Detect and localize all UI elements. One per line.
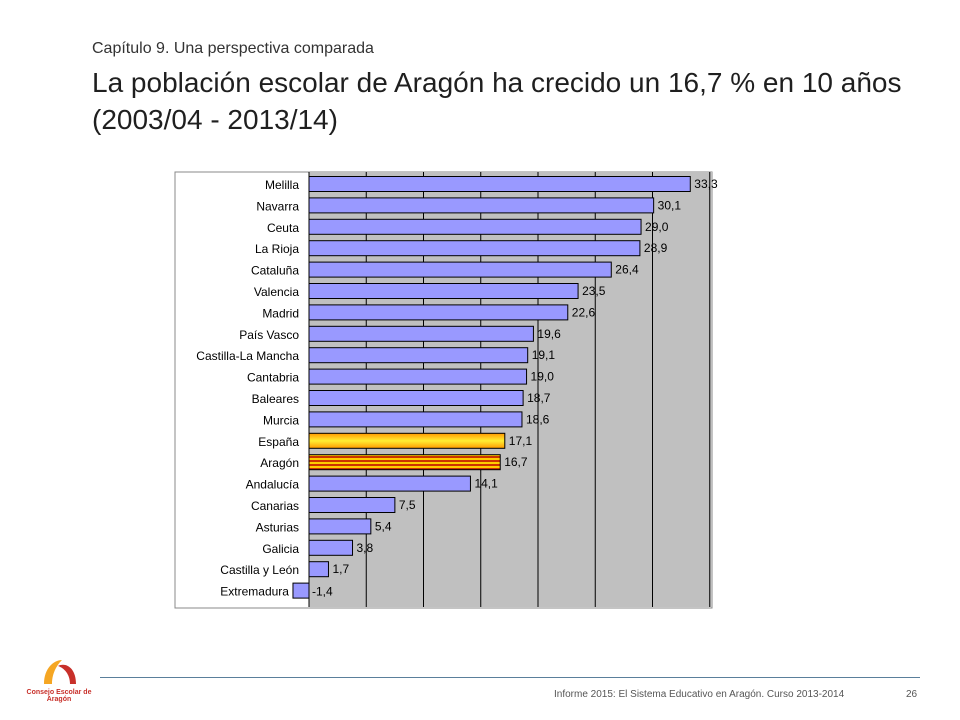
- bar-arag-n: [308, 454, 501, 471]
- category-label: Andalucía: [246, 478, 300, 492]
- category-label: Cantabria: [247, 371, 299, 385]
- category-label: Murcia: [263, 413, 299, 427]
- value-label: 16,7: [504, 455, 528, 469]
- bar-la-rioja: [308, 240, 641, 257]
- value-label: 1,7: [332, 562, 349, 576]
- logo-text: Consejo Escolar de Aragón: [26, 689, 92, 703]
- value-label: 30,1: [658, 198, 682, 212]
- bar-extremadura: [292, 582, 310, 599]
- value-label: 19,1: [532, 348, 556, 362]
- value-label: 7,5: [399, 498, 416, 512]
- category-label: Cataluña: [251, 264, 299, 278]
- category-label: Madrid: [262, 306, 299, 320]
- value-label: 14,1: [474, 477, 498, 491]
- category-label: Melilla: [265, 178, 299, 192]
- value-label: 18,6: [526, 412, 550, 426]
- category-label: Castilla-La Mancha: [196, 349, 299, 363]
- category-label: Extremadura: [220, 585, 289, 599]
- bar-ceuta: [308, 218, 642, 235]
- value-label: 29,0: [645, 220, 669, 234]
- bar-castilla-la-mancha: [308, 347, 529, 364]
- value-label: 3,8: [357, 541, 374, 555]
- value-label: 26,4: [615, 263, 639, 277]
- chapter-subtitle: Capítulo 9. Una perspectiva comparada: [92, 40, 374, 57]
- value-label: 33,3: [694, 177, 718, 191]
- bar-pa-s-vasco: [308, 325, 534, 342]
- page-title: La población escolar de Aragón ha crecid…: [92, 67, 902, 135]
- category-label: Ceuta: [267, 221, 299, 235]
- value-label: 28,9: [644, 241, 668, 255]
- footer-text: Informe 2015: El Sistema Educativo en Ar…: [554, 689, 845, 700]
- category-label: La Rioja: [255, 242, 299, 256]
- category-label: Valencia: [254, 285, 299, 299]
- category-label: Baleares: [252, 392, 299, 406]
- bar-melilla: [308, 176, 691, 192]
- bar-murcia: [308, 411, 523, 428]
- value-label: 22,6: [572, 305, 596, 319]
- value-label: 23,5: [582, 284, 606, 298]
- bar-asturias: [308, 518, 372, 535]
- value-label: 19,6: [537, 327, 561, 341]
- value-label: 5,4: [375, 519, 392, 533]
- category-label: Asturias: [256, 520, 299, 534]
- bar-navarra: [308, 197, 655, 214]
- bar-cantabria: [308, 368, 528, 385]
- logo-mark-icon: [44, 660, 76, 684]
- category-label: Canarias: [251, 499, 299, 513]
- bar-catalu-a: [308, 261, 612, 278]
- bar-castilla-y-le-n: [308, 561, 329, 578]
- bar-baleares: [308, 390, 524, 406]
- page-number: 26: [906, 689, 918, 700]
- category-label: País Vasco: [239, 328, 299, 342]
- category-label: Galicia: [262, 542, 299, 556]
- category-label: Aragón: [260, 456, 299, 470]
- council-logo: Consejo Escolar de Aragón: [14, 654, 104, 704]
- value-label: -1,4: [312, 585, 333, 599]
- category-label: Navarra: [256, 199, 299, 213]
- bar-madrid: [308, 304, 569, 321]
- bar-galicia: [308, 539, 354, 556]
- bar-canarias: [308, 497, 396, 513]
- category-label: Castilla y León: [220, 563, 299, 577]
- bar-espa-a: [308, 432, 506, 449]
- category-label: España: [258, 435, 299, 449]
- value-label: 19,0: [531, 370, 555, 384]
- value-label: 17,1: [509, 434, 533, 448]
- bar-andaluc-a: [308, 475, 471, 492]
- footer-divider: [100, 677, 920, 678]
- value-label: 18,7: [527, 391, 551, 405]
- bar-valencia: [308, 283, 579, 299]
